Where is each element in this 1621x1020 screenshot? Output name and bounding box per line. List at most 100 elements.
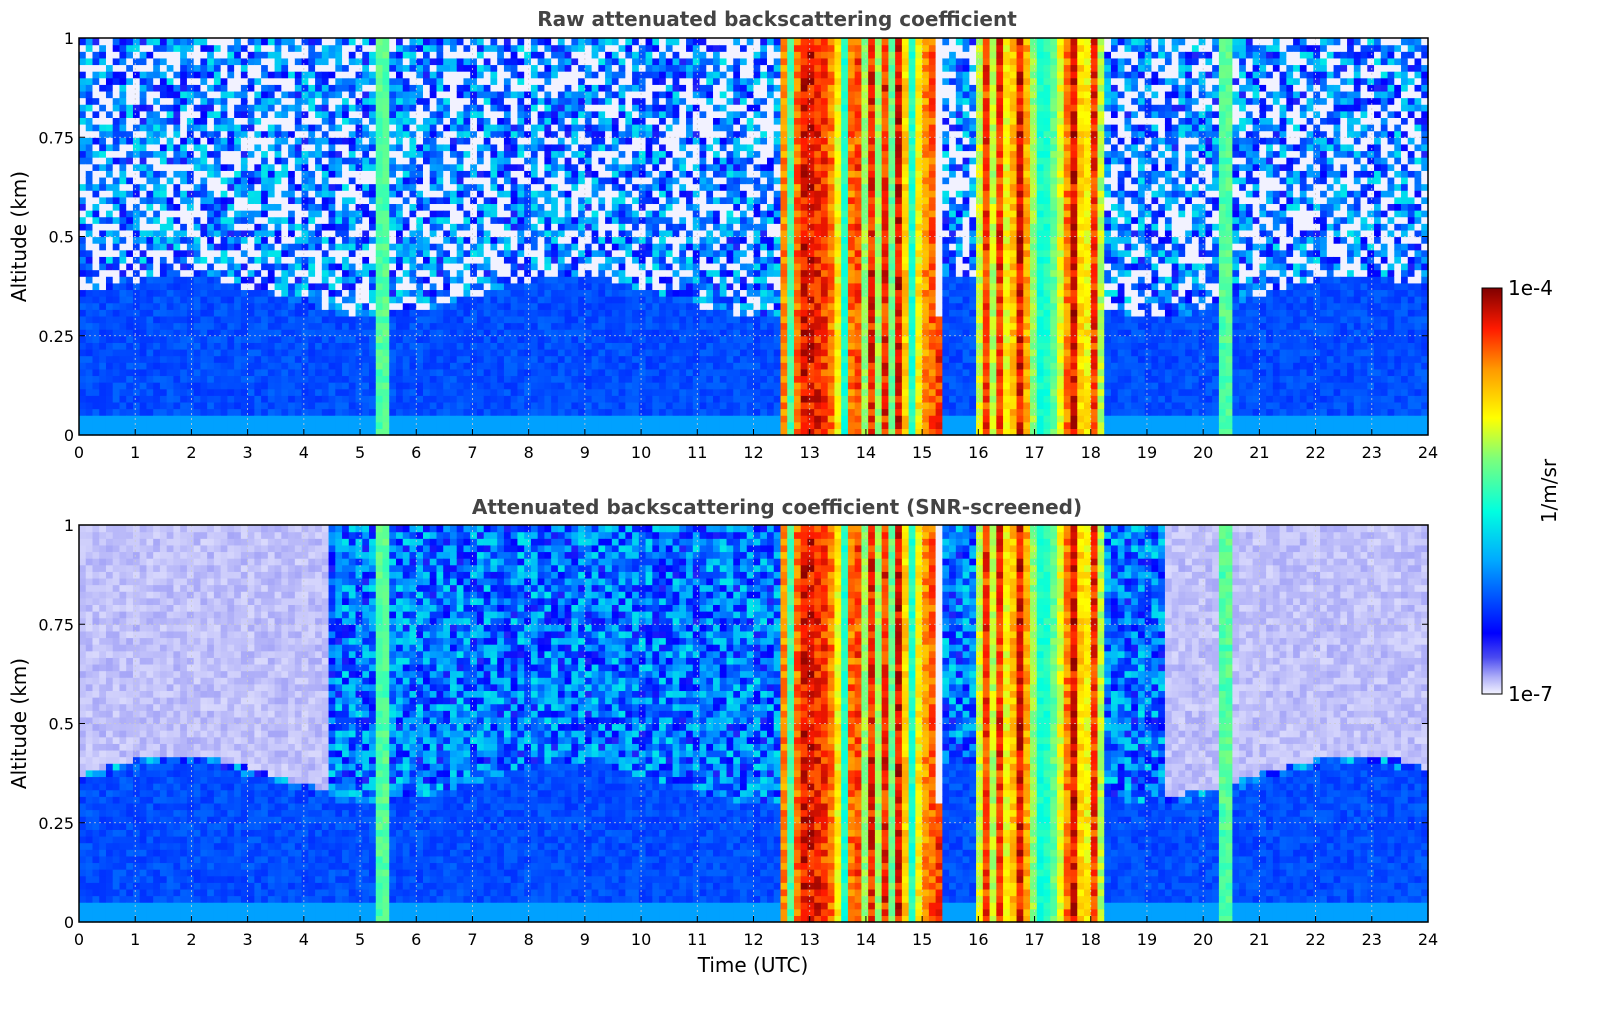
heatmap-cell: [140, 64, 147, 71]
heatmap-cell: [167, 230, 174, 237]
heatmap-cell: [133, 409, 140, 416]
heatmap-cell: [194, 250, 201, 257]
heatmap-cell: [200, 144, 207, 151]
heatmap-cell: [86, 276, 93, 283]
heatmap-cell: [200, 51, 207, 58]
heatmap-cell: [140, 362, 147, 369]
heatmap-cell: [92, 150, 99, 157]
heatmap-cell: [214, 137, 221, 144]
heatmap-cell: [207, 45, 214, 52]
heatmap-cell: [146, 124, 153, 131]
heatmap-cell: [160, 177, 167, 184]
heatmap-cell: [214, 78, 221, 85]
heatmap-cell: [214, 91, 221, 98]
heatmap-cell: [214, 382, 221, 389]
heatmap-cell: [133, 230, 140, 237]
heatmap-cell: [173, 329, 180, 336]
heatmap-cell: [153, 230, 160, 237]
heatmap-cell: [119, 422, 126, 429]
heatmap-cell: [153, 389, 160, 396]
heatmap-cell: [173, 402, 180, 409]
heatmap-cell: [194, 230, 201, 237]
heatmap-cell: [214, 223, 221, 230]
heatmap-cell: [126, 422, 133, 429]
heatmap-cell: [133, 356, 140, 363]
heatmap-cell: [119, 309, 126, 316]
heatmap-cell: [99, 256, 106, 263]
heatmap-cell: [126, 98, 133, 105]
heatmap-cell: [119, 395, 126, 402]
heatmap-cell: [99, 150, 106, 157]
heatmap-cell: [126, 104, 133, 111]
heatmap-cell: [173, 356, 180, 363]
heatmap-cell: [153, 369, 160, 376]
heatmap-cell: [133, 157, 140, 164]
heatmap-cell: [153, 91, 160, 98]
heatmap-cell: [126, 263, 133, 270]
heatmap-cell: [180, 84, 187, 91]
heatmap-cell: [160, 131, 167, 138]
heatmap-cell: [207, 91, 214, 98]
heatmap-cell: [194, 78, 201, 85]
heatmap-cell: [207, 230, 214, 237]
heatmap-cell: [86, 157, 93, 164]
heatmap-cell: [160, 309, 167, 316]
heatmap-cell: [173, 98, 180, 105]
heatmap-cell: [153, 210, 160, 217]
heatmap-cell: [160, 303, 167, 310]
heatmap-cell: [194, 356, 201, 363]
heatmap-cell: [187, 131, 194, 138]
heatmap-cell: [86, 104, 93, 111]
heatmap-cell: [194, 51, 201, 58]
heatmap-cell: [207, 276, 214, 283]
heatmap-cell: [113, 98, 120, 105]
heatmap-cell: [113, 51, 120, 58]
heatmap-cell: [106, 382, 113, 389]
heatmap-cell: [106, 402, 113, 409]
heatmap-cell: [92, 362, 99, 369]
heatmap-cell: [92, 303, 99, 310]
heatmap-cell: [92, 170, 99, 177]
heatmap-cell: [92, 276, 99, 283]
heatmap-cell: [79, 190, 86, 197]
heatmap-cell: [119, 303, 126, 310]
heatmap-cell: [180, 71, 187, 78]
heatmap-cell: [160, 190, 167, 197]
heatmap-cell: [119, 124, 126, 131]
heatmap-cell: [146, 58, 153, 65]
heatmap-cell: [173, 223, 180, 230]
heatmap-cell: [167, 263, 174, 270]
heatmap-cell: [99, 362, 106, 369]
heatmap-cell: [126, 137, 133, 144]
heatmap-cell: [200, 111, 207, 118]
heatmap-cell: [92, 177, 99, 184]
heatmap-cell: [200, 98, 207, 105]
heatmap-cell: [194, 369, 201, 376]
heatmap-cell: [167, 389, 174, 396]
heatmap-cell: [86, 422, 93, 429]
heatmap-cell: [187, 375, 194, 382]
heatmap-cell: [86, 362, 93, 369]
heatmap-cell: [113, 356, 120, 363]
heatmap-cell: [146, 256, 153, 263]
heatmap-cell: [173, 422, 180, 429]
heatmap-cell: [126, 389, 133, 396]
heatmap-cell: [153, 58, 160, 65]
heatmap-cell: [214, 349, 221, 356]
heatmap-cell: [119, 356, 126, 363]
heatmap-cell: [79, 170, 86, 177]
heatmap-cell: [126, 45, 133, 52]
heatmap-cell: [106, 422, 113, 429]
heatmap-cell: [146, 150, 153, 157]
heatmap-cell: [140, 45, 147, 52]
heatmap-cell: [106, 58, 113, 65]
heatmap-cell: [92, 58, 99, 65]
heatmap-cell: [79, 395, 86, 402]
heatmap-cell: [113, 124, 120, 131]
heatmap-cell: [214, 402, 221, 409]
heatmap-cell: [133, 131, 140, 138]
heatmap-cell: [153, 356, 160, 363]
heatmap-cell: [214, 415, 221, 422]
heatmap-cell: [133, 415, 140, 422]
heatmap-cell: [146, 276, 153, 283]
